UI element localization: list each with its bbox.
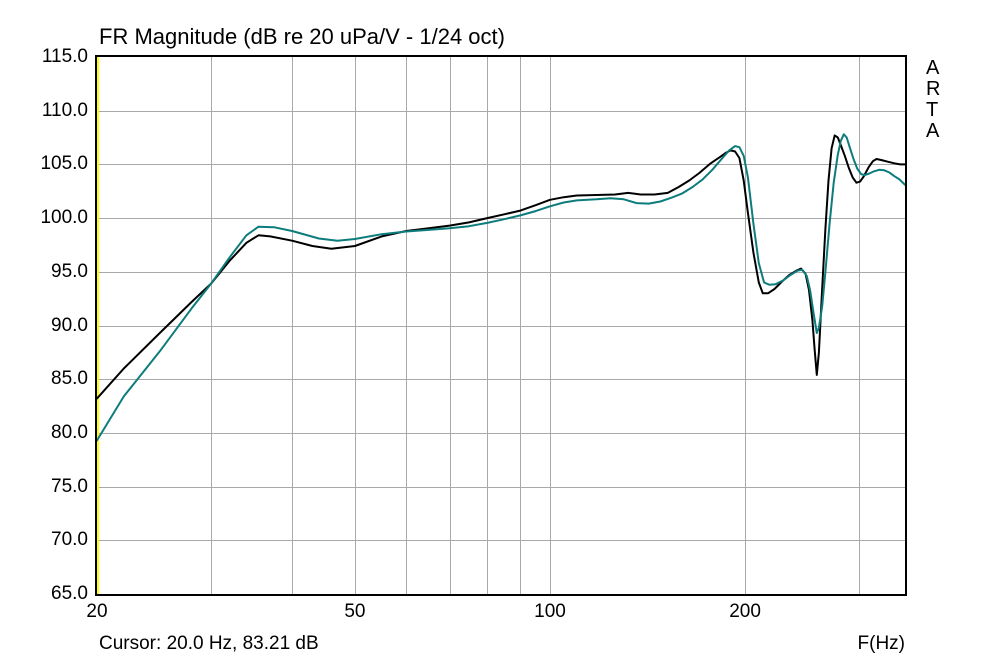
curve-fr-measurement-black [97,134,905,400]
y-tick-label-115.0: 115.0 [41,46,88,67]
chart-title: FR Magnitude (dB re 20 uPa/V - 1/24 oct) [99,24,505,49]
y-tick-label-95.0: 95.0 [51,260,88,282]
cursor-readout: Cursor: 20.0 Hz, 83.21 dB [99,633,319,654]
y-tick-label-90.0: 90.0 [51,314,88,336]
arta-watermark: ARTA [926,57,941,142]
x-tick-label-200hz: 200 [729,601,761,622]
chart-canvas[interactable] [97,57,905,594]
y-tick-label-70.0: 70.0 [51,529,88,551]
plot-area[interactable] [95,55,907,596]
x-axis-unit-label: F(Hz) [857,633,905,654]
y-tick-label-80.0: 80.0 [51,421,88,443]
y-tick-label-85.0: 85.0 [51,368,88,390]
y-tick-label-75.0: 75.0 [51,475,88,497]
y-tick-label-110.0: 110.0 [41,99,88,121]
x-tick-label-50hz: 50 [344,601,366,622]
y-tick-label-105.0: 105.0 [40,153,88,175]
x-tick-label-20hz: 20 [86,601,108,622]
curve-fr-overlay-teal [97,133,905,442]
y-tick-label-65.0: 65.0 [51,583,88,604]
x-tick-label-100hz: 100 [534,601,566,622]
y-tick-label-100.0: 100.0 [40,207,88,229]
